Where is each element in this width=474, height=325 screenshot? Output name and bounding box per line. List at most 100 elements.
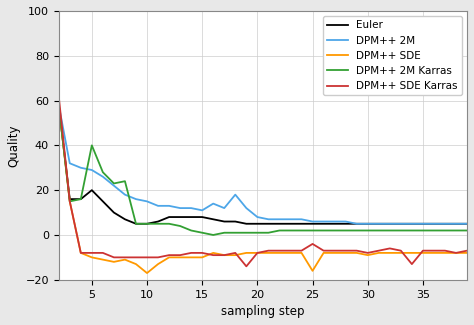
DPM++ SDE Karras — [89, 251, 95, 255]
DPM++ SDE — [155, 262, 161, 266]
DPM++ SDE — [210, 251, 216, 255]
DPM++ 2M — [343, 220, 348, 224]
DPM++ SDE — [255, 251, 260, 255]
DPM++ 2M — [255, 215, 260, 219]
DPM++ 2M — [453, 222, 459, 226]
Euler — [332, 222, 337, 226]
DPM++ SDE — [100, 258, 106, 262]
DPM++ 2M — [232, 193, 238, 197]
Euler — [177, 215, 183, 219]
DPM++ 2M Karras — [232, 231, 238, 235]
DPM++ 2M Karras — [133, 222, 139, 226]
DPM++ SDE — [321, 251, 327, 255]
DPM++ 2M Karras — [310, 228, 315, 232]
DPM++ 2M Karras — [464, 228, 470, 232]
Euler — [343, 222, 348, 226]
DPM++ 2M Karras — [387, 228, 392, 232]
Euler — [420, 222, 426, 226]
Euler — [221, 220, 227, 224]
DPM++ 2M — [133, 197, 139, 201]
DPM++ 2M — [155, 204, 161, 208]
DPM++ 2M Karras — [442, 228, 448, 232]
DPM++ SDE — [67, 200, 73, 203]
DPM++ 2M Karras — [221, 231, 227, 235]
Line: Euler: Euler — [59, 105, 467, 224]
DPM++ 2M — [409, 222, 415, 226]
DPM++ SDE Karras — [177, 253, 183, 257]
DPM++ SDE Karras — [453, 251, 459, 255]
DPM++ SDE — [343, 251, 348, 255]
DPM++ 2M — [100, 175, 106, 179]
DPM++ 2M Karras — [200, 231, 205, 235]
DPM++ 2M — [387, 222, 392, 226]
DPM++ SDE — [133, 262, 139, 266]
DPM++ 2M — [78, 166, 83, 170]
DPM++ 2M Karras — [332, 228, 337, 232]
Euler — [265, 222, 271, 226]
DPM++ SDE — [288, 251, 293, 255]
Euler — [409, 222, 415, 226]
DPM++ 2M — [244, 206, 249, 210]
DPM++ SDE — [409, 251, 415, 255]
DPM++ SDE Karras — [420, 249, 426, 253]
Euler — [100, 200, 106, 203]
DPM++ SDE Karras — [464, 249, 470, 253]
Line: DPM++ 2M: DPM++ 2M — [59, 105, 467, 224]
Euler — [365, 222, 371, 226]
DPM++ SDE Karras — [387, 246, 392, 250]
DPM++ SDE Karras — [166, 253, 172, 257]
DPM++ 2M — [321, 220, 327, 224]
DPM++ SDE — [453, 251, 459, 255]
DPM++ 2M — [464, 222, 470, 226]
Euler — [277, 222, 283, 226]
DPM++ SDE — [111, 260, 117, 264]
DPM++ SDE — [376, 251, 382, 255]
Euler — [133, 222, 139, 226]
Line: DPM++ 2M Karras: DPM++ 2M Karras — [59, 105, 467, 235]
DPM++ 2M — [177, 206, 183, 210]
DPM++ SDE — [177, 255, 183, 259]
DPM++ SDE — [431, 251, 437, 255]
Euler — [67, 197, 73, 201]
DPM++ SDE — [354, 251, 360, 255]
DPM++ SDE Karras — [200, 251, 205, 255]
DPM++ 2M Karras — [420, 228, 426, 232]
DPM++ SDE — [387, 251, 392, 255]
DPM++ SDE — [332, 251, 337, 255]
DPM++ SDE Karras — [122, 255, 128, 259]
DPM++ 2M Karras — [321, 228, 327, 232]
DPM++ SDE Karras — [343, 249, 348, 253]
DPM++ SDE Karras — [265, 249, 271, 253]
X-axis label: sampling step: sampling step — [221, 305, 305, 318]
Euler — [255, 222, 260, 226]
Line: DPM++ SDE Karras: DPM++ SDE Karras — [59, 96, 467, 266]
DPM++ 2M — [265, 217, 271, 221]
DPM++ 2M Karras — [255, 231, 260, 235]
DPM++ SDE Karras — [67, 200, 73, 203]
DPM++ SDE Karras — [321, 249, 327, 253]
DPM++ 2M — [431, 222, 437, 226]
DPM++ 2M — [398, 222, 404, 226]
DPM++ 2M Karras — [343, 228, 348, 232]
Euler — [453, 222, 459, 226]
DPM++ SDE — [188, 255, 194, 259]
DPM++ 2M — [365, 222, 371, 226]
DPM++ SDE Karras — [244, 264, 249, 268]
DPM++ 2M Karras — [155, 222, 161, 226]
DPM++ SDE — [78, 251, 83, 255]
DPM++ 2M Karras — [376, 228, 382, 232]
DPM++ 2M — [89, 168, 95, 172]
DPM++ 2M — [122, 193, 128, 197]
DPM++ 2M — [111, 184, 117, 188]
DPM++ SDE — [442, 251, 448, 255]
DPM++ SDE Karras — [100, 251, 106, 255]
DPM++ SDE Karras — [431, 249, 437, 253]
DPM++ SDE Karras — [255, 251, 260, 255]
DPM++ SDE Karras — [409, 262, 415, 266]
Euler — [144, 222, 150, 226]
DPM++ 2M — [376, 222, 382, 226]
Euler — [376, 222, 382, 226]
DPM++ 2M Karras — [431, 228, 437, 232]
DPM++ SDE Karras — [155, 255, 161, 259]
DPM++ 2M Karras — [56, 103, 62, 107]
